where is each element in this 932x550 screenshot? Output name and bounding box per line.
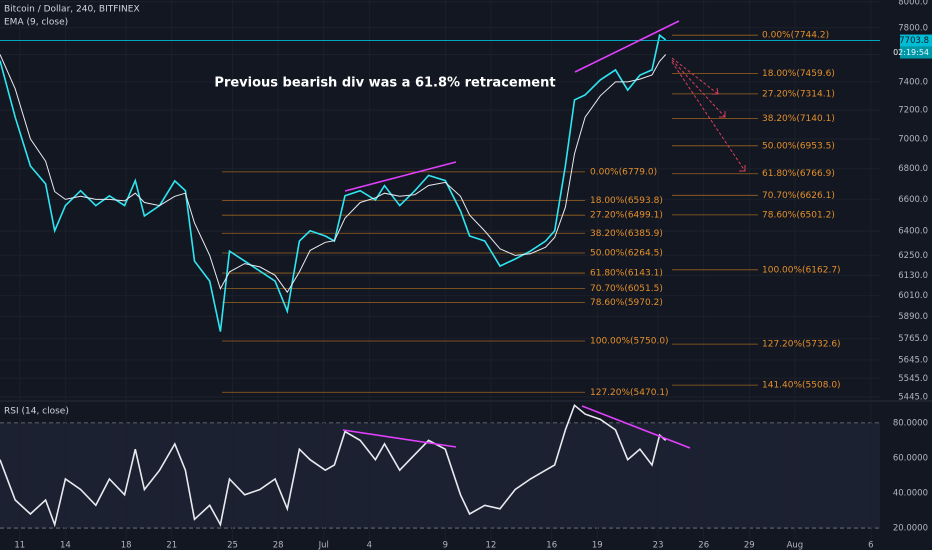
fib-label: 18.00%(6593.8) — [590, 196, 663, 206]
data-lines — [0, 33, 880, 528]
x-tick-label: 12 — [486, 541, 497, 550]
fib-label: 27.20%(6499.1) — [590, 211, 663, 221]
axes: 11 14 18 21 25 28 Jul 4 9 12 16 19 23 26 29 Aug 6 8000.0 7… — [14, 0, 932, 550]
chart-title: Bitcoin / Dollar, 240, BITFINEX — [4, 5, 140, 15]
fib-label: 38.20%(6385.9) — [590, 229, 663, 239]
x-tick-label: 23 — [653, 541, 664, 550]
x-tick-label: 21 — [166, 541, 177, 550]
fib-label: 127.20%(5732.6) — [762, 340, 841, 350]
fib-tools: 0.00%(6779.0) 18.00%(6593.8) 27.20%(6499.1… — [222, 31, 841, 398]
x-tick-label: Jul — [318, 541, 329, 550]
y-tick-label: 6800.0 — [898, 164, 928, 174]
fib-label: 0.00%(7744.2) — [762, 31, 829, 41]
fib-label: 70.70%(6051.5) — [590, 284, 663, 294]
y-tick-label: 7400.0 — [898, 77, 928, 87]
fib-label: 50.00%(6953.5) — [762, 141, 835, 151]
projection-arrow — [671, 59, 726, 118]
series-line — [0, 403, 667, 528]
arrow-head — [739, 165, 746, 172]
fib-label: 0.00%(6779.0) — [590, 167, 657, 177]
rsi-title: RSI (14, close) — [4, 407, 69, 417]
fib-label: 141.40%(5508.0) — [762, 381, 841, 391]
fib-label: 100.00%(6162.7) — [762, 265, 841, 275]
last-price-box — [900, 34, 932, 47]
last-price-label: 7703.8 — [899, 36, 929, 46]
y-tick-label: 7000.0 — [898, 134, 928, 144]
y-tick-label: 60.0000 — [893, 453, 928, 463]
rsi-band — [0, 422, 880, 529]
fib-label: 61.80%(6143.1) — [590, 269, 663, 279]
x-tick-label: 4 — [367, 541, 372, 550]
x-tick-label: 16 — [546, 541, 557, 550]
arrow-head — [719, 111, 726, 118]
y-tick-label: 6600.0 — [898, 195, 928, 205]
fib-label: 78.60%(5970.2) — [590, 298, 663, 308]
y-tick-label: 6010.0 — [898, 291, 928, 301]
drawings — [342, 20, 746, 449]
trend-line — [574, 20, 680, 73]
x-tick-label: 14 — [60, 541, 71, 550]
fib-label: 61.80%(6766.9) — [762, 169, 835, 179]
countdown-box — [900, 46, 932, 59]
x-tick-label: 9 — [443, 541, 448, 550]
x-tick-label: Aug — [787, 541, 804, 550]
legend-entry: EMA (9, close) — [4, 18, 68, 28]
x-tick-label: 25 — [227, 541, 238, 550]
projection-arrow — [671, 61, 746, 172]
x-tick-label: 29 — [744, 541, 755, 550]
y-tick-label: 6130.0 — [898, 271, 928, 281]
arrow-head — [712, 87, 719, 95]
x-tick-label: 18 — [121, 541, 132, 550]
y-tick-label: 40.0000 — [893, 489, 928, 499]
x-tick-label: 11 — [14, 541, 25, 550]
x-tick-label: 6 — [868, 541, 873, 550]
y-tick-label: 5645.0 — [898, 355, 928, 365]
fib-label: 18.00%(7459.6) — [762, 69, 835, 79]
fib-label: 70.70%(6626.1) — [762, 191, 835, 201]
fib-label: 50.00%(6264.5) — [590, 248, 663, 258]
annotation: Previous bearish div was a 61.8% retrace… — [214, 76, 555, 91]
y-tick-label: 5890.0 — [898, 312, 928, 322]
fib-label: 38.20%(7140.1) — [762, 114, 835, 124]
fib-label: 127.20%(5470.1) — [590, 388, 669, 398]
y-tick-label: 20.0000 — [893, 524, 928, 534]
y-tick-label: 7800.0 — [898, 23, 928, 33]
trend-line — [342, 429, 457, 448]
y-tick-label: 7200.0 — [898, 106, 928, 116]
y-tick-label: 8000.0 — [898, 0, 928, 7]
fib-label: 100.00%(5750.0) — [590, 336, 669, 346]
countdown-label: 02:19:54 — [893, 48, 929, 57]
y-tick-label: 5545.0 — [898, 374, 928, 384]
y-tick-label: 5765.0 — [898, 334, 928, 344]
y-tick-label: 6250.0 — [898, 251, 928, 261]
x-tick-label: 26 — [698, 541, 709, 550]
grid — [0, 422, 880, 529]
series-line — [0, 54, 667, 294]
fib-label: 78.60%(6501.2) — [762, 210, 835, 220]
x-tick-label: 19 — [592, 541, 603, 550]
fib-label: 27.20%(7314.1) — [762, 89, 835, 99]
y-tick-label: 6400.0 — [898, 226, 928, 236]
y-tick-label: 80.0000 — [893, 418, 928, 428]
trend-line — [581, 405, 691, 449]
trend-line — [344, 161, 457, 192]
x-tick-label: 28 — [273, 541, 284, 550]
y-tick-label: 5445.0 — [898, 392, 928, 402]
